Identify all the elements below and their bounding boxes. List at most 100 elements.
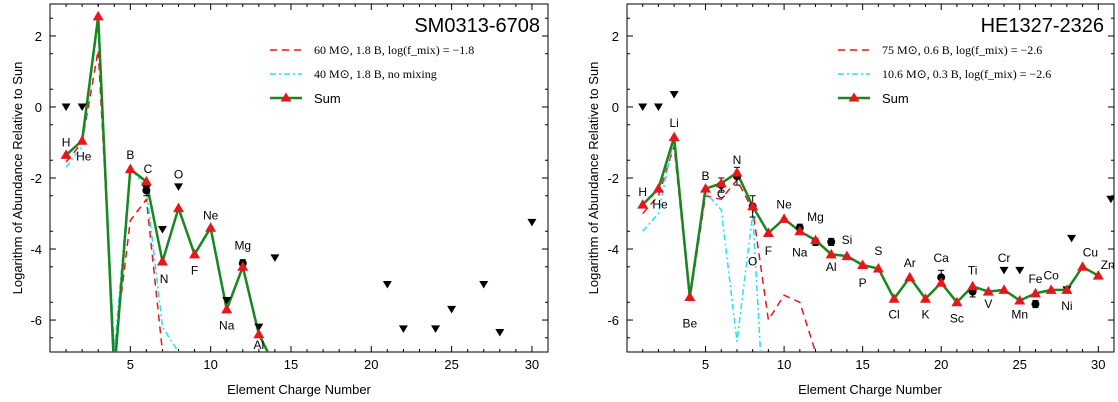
- upper-limit-marker: [222, 297, 232, 305]
- element-label: Na: [219, 318, 235, 332]
- upper-limit-marker: [1015, 266, 1025, 275]
- x-tick-label: 5: [702, 357, 709, 372]
- element-label: Sc: [950, 311, 964, 325]
- x-tick-label: 25: [444, 357, 458, 372]
- y-tick-label: -2: [30, 171, 42, 186]
- upper-limit-marker: [1106, 195, 1114, 204]
- element-label: N: [733, 153, 742, 167]
- legend-entry-1: 60 M⊙, 1.8 B, log(f_mix) = −1.8: [314, 43, 474, 57]
- panel-he1327-2326: 5 10 15 20 25 30 -6 -4 -2 0 2 Li H He Be BC N OF Ne Mg Na Si…: [586, 3, 1115, 397]
- element-label: He: [652, 198, 668, 212]
- sum-marker: [269, 361, 280, 371]
- x-tick-label: 20: [934, 357, 948, 372]
- y-tick-label: 2: [35, 29, 42, 44]
- x-tick-label: 20: [364, 357, 378, 372]
- element-label: B: [126, 148, 134, 162]
- element-label: Fe: [1028, 272, 1042, 286]
- sum-marker: [668, 131, 680, 142]
- element-label: N: [160, 272, 169, 286]
- y-tick-label: 2: [612, 29, 619, 44]
- sum-marker: [872, 263, 884, 273]
- legend: 75 M⊙, 0.6 B, log(f_mix) = −2.6 10.6 M⊙,…: [838, 43, 1051, 106]
- sum-marker: [1077, 261, 1089, 271]
- series-line-1: [642, 145, 817, 352]
- element-label: Al: [826, 260, 837, 274]
- element-label: Mn: [1011, 308, 1028, 322]
- y-tick-label: -4: [30, 242, 42, 257]
- upper-limit-marker: [270, 254, 280, 262]
- sum-marker: [700, 183, 712, 193]
- sum-marker: [951, 296, 963, 307]
- x-axis-label: Element Charge Number: [798, 382, 942, 397]
- y-tick-label: 0: [35, 100, 42, 115]
- element-label: He: [76, 150, 92, 164]
- sum-marker: [156, 255, 168, 266]
- x-tick-label: 10: [203, 357, 217, 372]
- element-label: Ne: [203, 208, 219, 222]
- series-line-3: [65, 15, 270, 352]
- observed-point: [1031, 300, 1040, 309]
- y-tick-label: -6: [607, 313, 619, 328]
- element-label: Ca: [934, 251, 950, 265]
- element-label: H: [62, 135, 71, 149]
- sum-marker: [762, 227, 774, 238]
- x-tick-label: 5: [127, 357, 134, 372]
- sum-marker: [1014, 295, 1026, 305]
- upper-limit-marker: [447, 305, 457, 314]
- legend-triangle-marker: [848, 92, 860, 102]
- element-label: K: [921, 308, 929, 322]
- x-tick-label: 25: [1013, 357, 1027, 372]
- element-label: S: [874, 244, 882, 258]
- y-tick-label: 0: [612, 100, 619, 115]
- element-label: Mg: [807, 210, 824, 224]
- upper-limit-marker: [398, 325, 408, 333]
- sum-marker: [982, 286, 994, 296]
- element-label: Mg: [234, 238, 251, 252]
- upper-limit-marker: [77, 103, 87, 111]
- sum-marker: [637, 199, 649, 209]
- legend-triangle-marker: [280, 92, 292, 102]
- observed-point: [142, 186, 151, 195]
- upper-limit-marker: [96, 4, 100, 7]
- x-tick-label: 15: [855, 357, 869, 372]
- element-label: O: [748, 254, 757, 268]
- sum-marker: [919, 293, 931, 303]
- legend: 60 M⊙, 1.8 B, log(f_mix) = −1.8 40 M⊙, 1…: [270, 43, 474, 106]
- element-label: Be: [682, 317, 697, 331]
- sum-marker: [935, 277, 947, 287]
- sum-marker: [825, 248, 837, 259]
- sum-marker: [1092, 270, 1104, 280]
- element-label: P: [859, 276, 867, 290]
- element-label: Ti: [968, 263, 978, 277]
- legend-entry-2: 40 M⊙, 1.8 B, no mixing: [314, 67, 437, 81]
- series-line-1: [65, 49, 164, 352]
- element-label: Al: [254, 338, 265, 352]
- sum-marker: [92, 10, 104, 21]
- element-label: Co: [1043, 269, 1059, 283]
- element-label: Ar: [904, 256, 916, 270]
- sum-marker: [715, 177, 727, 188]
- upper-limit-marker: [157, 225, 167, 234]
- element-label: Zn: [1101, 258, 1115, 272]
- sum-marker: [140, 176, 152, 186]
- sum-marker: [1061, 284, 1073, 294]
- x-tick-label: 10: [777, 357, 791, 372]
- y-tick-label: -4: [607, 242, 619, 257]
- sum-marker: [888, 293, 900, 303]
- sum-marker: [810, 234, 822, 245]
- upper-limit-marker: [382, 281, 392, 289]
- x-axis-label: Element Charge Number: [227, 382, 371, 397]
- sum-marker: [967, 280, 979, 291]
- legend-entry-1: 75 M⊙, 0.6 B, log(f_mix) = −2.6: [882, 43, 1042, 57]
- upper-limit-marker: [527, 218, 537, 227]
- element-label: Ne: [776, 198, 792, 212]
- upper-limit-marker: [479, 281, 489, 289]
- element-label: B: [702, 169, 710, 183]
- sum-marker: [747, 200, 759, 211]
- sum-marker: [684, 291, 696, 301]
- chart-title: SM0313-6708: [414, 15, 540, 37]
- observed-point: [827, 237, 836, 246]
- series-line-2: [65, 21, 180, 352]
- sum-marker: [205, 222, 217, 232]
